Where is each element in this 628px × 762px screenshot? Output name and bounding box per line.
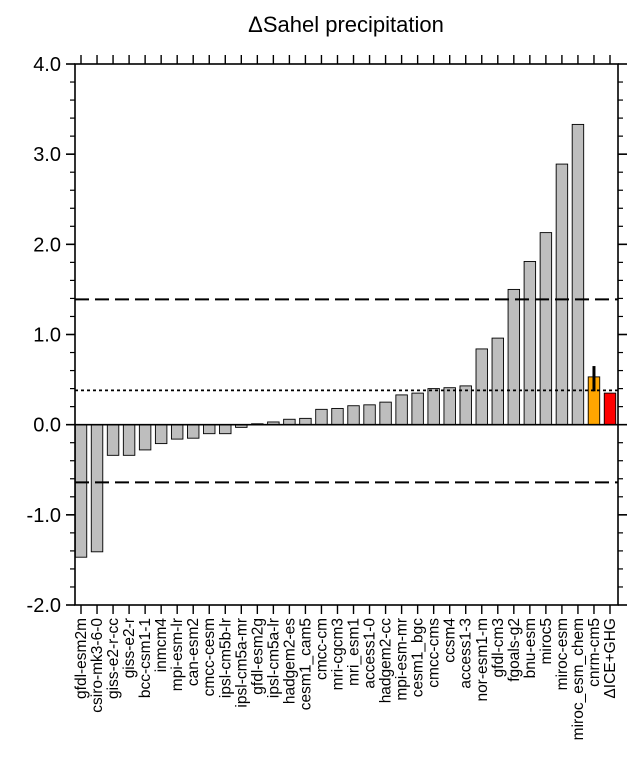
xtick-label-miroc-esm-chem: miroc_esm_chem <box>570 618 587 740</box>
bar-cesm1-bgc <box>411 392 424 426</box>
y-axis: -2.0 -1.0 0.0 1.0 2.0 3.0 4.0 <box>27 54 627 617</box>
ytick-label: 1.0 <box>33 325 61 347</box>
xtick-label-inmcm4: inmcm4 <box>153 618 170 673</box>
bar-fgoals-g2 <box>507 288 521 426</box>
xtick-label-cmcc-cesm: cmcc-cesm <box>201 618 218 696</box>
xtick-label-hadgem2-es: hadgem2-es <box>281 618 298 704</box>
ytick-label: -1.0 <box>27 505 61 527</box>
bar-miroc-esm-chem <box>571 123 585 426</box>
bar-gfdl-esm2m <box>74 424 88 558</box>
xtick-label-ipsl-cm5b-lr: ipsl-cm5b-lr <box>217 618 234 698</box>
bar-giss-e2-r <box>122 424 136 456</box>
bar-giss-e2-r-cc <box>106 424 120 456</box>
bar-gfdl-cm3 <box>491 337 504 426</box>
xtick-label-cmcc-cm: cmcc-cm <box>313 618 330 680</box>
xtick-label-ccsm4: ccsm4 <box>442 618 459 663</box>
xtick-label-bnu-esm: bnu-esm <box>522 618 539 678</box>
xtick-label-cesm1-bgc: cesm1_bgc <box>410 618 427 698</box>
bar-miroc-esm <box>555 163 569 426</box>
bar-mpi-esm-lr <box>170 424 184 440</box>
xtick-label-fgoals-g2: fgoals-g2 <box>506 618 523 682</box>
xtick-label-miroc5: miroc5 <box>538 618 555 665</box>
ytick-label: 4.0 <box>33 54 61 76</box>
bars-layer <box>74 123 617 558</box>
xtick-label-mpi-esm-lr: mpi-esm-lr <box>169 618 186 691</box>
xtick-label-mri-cgcm3: mri-cgcm3 <box>329 618 346 690</box>
bar-mri-cgcm3 <box>331 407 344 426</box>
bar-cmcc-cms <box>427 388 440 426</box>
plot-frame <box>74 63 619 606</box>
bar-cmcc-cesm <box>203 424 216 435</box>
bar-ice-ghg <box>603 392 617 426</box>
bar-miroc5 <box>539 232 553 426</box>
bar-bnu-esm <box>523 261 537 426</box>
chart-title: ΔSahel precipitation <box>248 12 444 37</box>
xtick-label-gfdl-esm2m: gfdl-esm2m <box>73 618 90 699</box>
x-axis: gfdl-esm2m csiro-mk3-6-0 giss-e2-r-cc giss-… <box>73 55 619 740</box>
xtick-label-mpi-esm-mr: mpi-esm-mr <box>394 618 411 701</box>
xtick-label-ice-ghg: ΔICE+GHG <box>602 618 619 699</box>
bar-csiro-mk3-6-0 <box>90 424 104 553</box>
xtick-label-can-esm2: can-esm2 <box>185 618 202 686</box>
xtick-label-giss-e2-r: giss-e2-r <box>121 618 138 678</box>
bar-hadgem2-cc <box>379 401 392 426</box>
ytick-label: -2.0 <box>27 595 61 617</box>
xtick-label-giss-e2-r-cc: giss-e2-r-cc <box>105 618 122 699</box>
ytick-label: 2.0 <box>33 234 61 256</box>
bar-inmcm4 <box>154 424 168 445</box>
xtick-label-cmcc-cms: cmcc-cms <box>426 618 443 688</box>
reference-lines-layer <box>75 298 618 484</box>
bar-access1-3 <box>459 385 472 426</box>
xtick-label-mri-esm1: mri_esm1 <box>346 618 363 686</box>
bar-mpi-esm-mr <box>395 394 408 426</box>
xtick-label-bcc-csm1-1: bcc-csm1-1 <box>137 618 154 698</box>
bar-cmcc-cm <box>315 408 328 426</box>
bar-access1-0 <box>363 404 376 426</box>
xtick-label-gfdl-esm2g: gfdl-esm2g <box>249 618 266 695</box>
xtick-label-miroc-esm: miroc-esm <box>554 618 571 690</box>
xtick-label-gfdl-cm3: gfdl-cm3 <box>490 618 507 677</box>
bar-ipsl-cm5b-lr <box>219 424 232 435</box>
xtick-label-ipsl-cm5a-mr: ipsl-cm5a-mr <box>233 618 250 708</box>
ytick-label: 3.0 <box>33 144 61 166</box>
bar-mri-esm1 <box>347 405 360 426</box>
xtick-label-ipsl-cm5a-lr: ipsl-cm5a-lr <box>265 618 282 698</box>
bar-bcc-csm1-1 <box>138 424 152 451</box>
bar-can-esm2 <box>187 424 200 439</box>
xtick-label-access1-3: access1-3 <box>458 618 475 689</box>
bar-nor-esm1-m <box>475 348 488 426</box>
xtick-label-cnrm-cm5: cnrm-cm5 <box>586 618 603 687</box>
bar-cesm1-cam5 <box>299 417 312 426</box>
bar-ccsm4 <box>443 387 456 426</box>
bar-hadgem2-es <box>283 418 296 426</box>
xtick-label-csiro-mk3-6-0: csiro-mk3-6-0 <box>89 618 106 713</box>
xtick-label-hadgem2-cc: hadgem2-cc <box>378 618 395 704</box>
xtick-label-cesm1-cam5: cesm1_cam5 <box>297 618 314 710</box>
xtick-label-nor-esm1-m: nor-esm1-m <box>474 618 491 702</box>
ytick-label: 0.0 <box>33 415 61 437</box>
xtick-label-access1-0: access1-0 <box>362 618 379 689</box>
